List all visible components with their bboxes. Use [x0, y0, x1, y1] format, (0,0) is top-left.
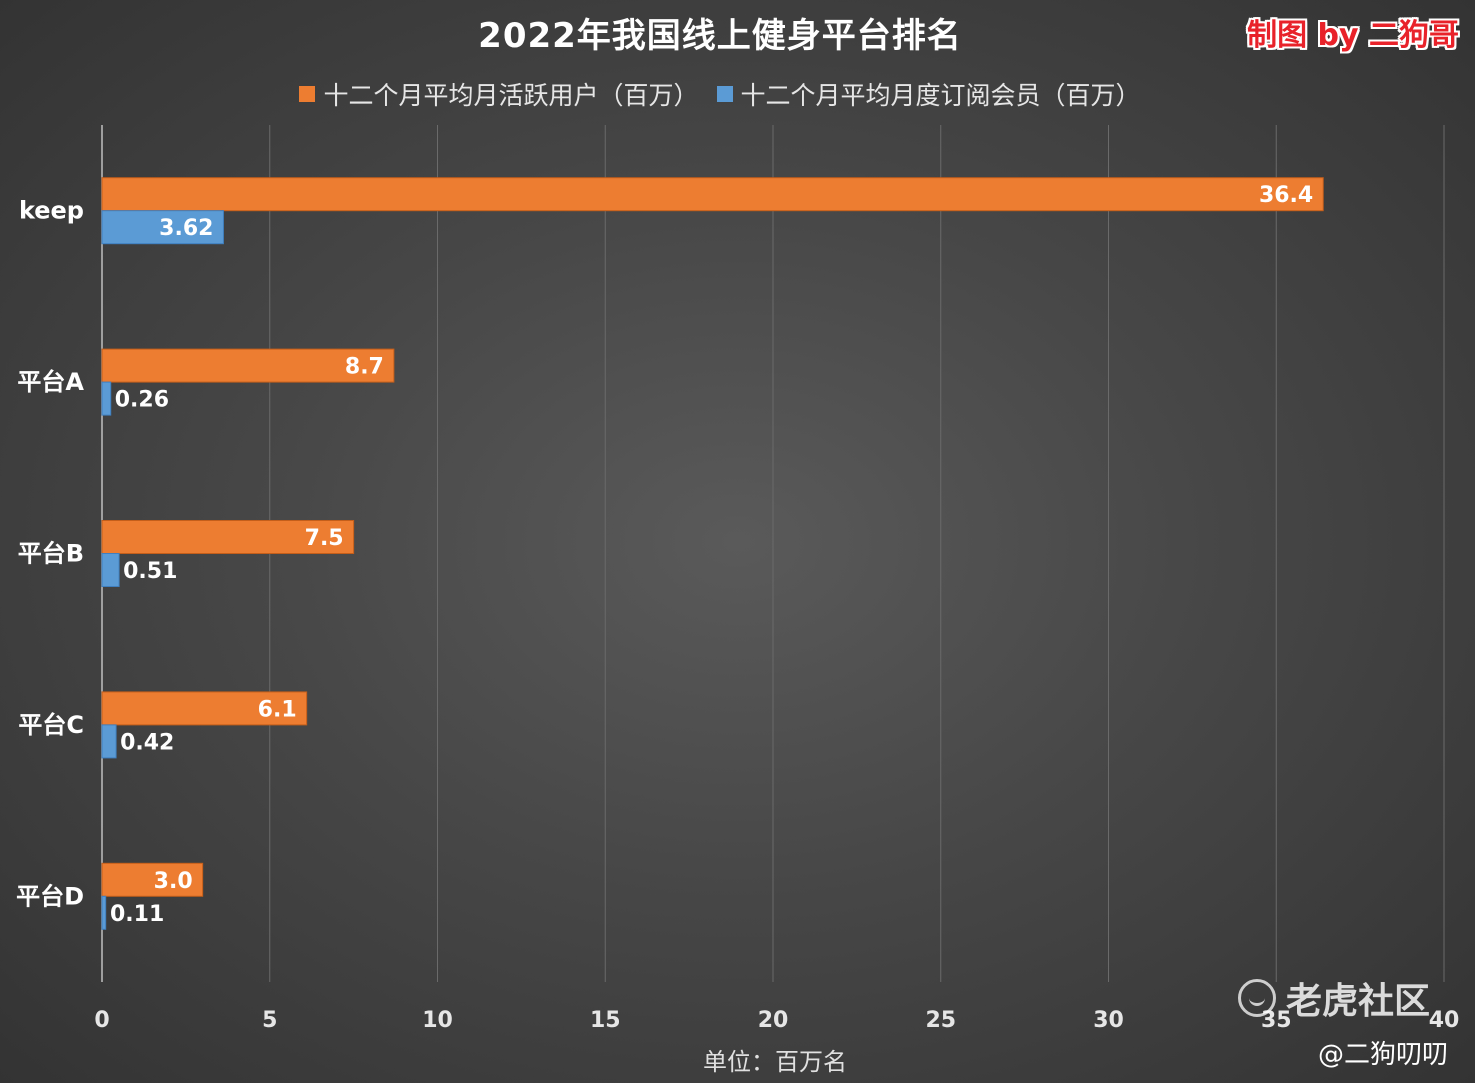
watermark-handle: @二狗叨叨	[1318, 1040, 1449, 1070]
data-label: 36.4	[1259, 183, 1313, 208]
watermark-brand: 老虎社区	[1286, 981, 1431, 1022]
bar-active-users	[101, 177, 1324, 212]
bar-subscribers	[101, 895, 107, 930]
data-label: 0.51	[123, 559, 177, 584]
bar-active-users	[101, 862, 204, 897]
x-tick-label: 5	[262, 1008, 277, 1033]
x-tick-label: 40	[1429, 1008, 1460, 1033]
bar-subscribers	[101, 381, 112, 416]
data-label: 0.42	[120, 730, 174, 755]
data-label: 3.62	[159, 216, 213, 241]
bar-active-users	[101, 691, 308, 726]
bar-active-users	[101, 520, 355, 554]
data-label: 8.7	[345, 355, 384, 380]
legend-swatch-blue	[716, 86, 733, 102]
legend-item-subscribers: 十二个月平均月度订阅会员（百万）	[716, 76, 1141, 112]
category-label: 平台A	[17, 368, 84, 396]
x-tick-label: 25	[925, 1008, 956, 1033]
legend: 十二个月平均月活跃用户（百万） 十二个月平均月度订阅会员（百万）	[0, 76, 1440, 112]
data-label: 0.26	[115, 388, 169, 413]
watermark: 老虎社区	[1238, 972, 1430, 1024]
data-label: 7.5	[305, 526, 344, 551]
legend-swatch-orange	[299, 86, 316, 102]
category-label: keep	[19, 197, 84, 225]
x-tick-label: 15	[590, 1008, 621, 1033]
bar-subscribers	[101, 553, 120, 587]
legend-item-active-users: 十二个月平均月活跃用户（百万）	[299, 76, 699, 112]
data-label: 3.0	[154, 869, 193, 894]
tiger-community-logo-icon	[1238, 979, 1276, 1017]
bar-active-users	[101, 348, 395, 383]
category-label: 平台D	[16, 882, 84, 910]
x-tick-label: 30	[1093, 1008, 1124, 1033]
legend-label-subscribers: 十二个月平均月度订阅会员（百万）	[740, 81, 1141, 110]
bar-subscribers	[101, 724, 117, 759]
x-tick-label: 10	[422, 1008, 453, 1033]
legend-label-active-users: 十二个月平均月活跃用户（百万）	[323, 81, 699, 110]
data-label: 0.11	[110, 902, 164, 927]
bar-subscribers	[101, 210, 224, 245]
data-label: 6.1	[258, 697, 297, 722]
x-tick-label: 0	[94, 1008, 109, 1033]
x-tick-label: 20	[758, 1008, 789, 1033]
credit-text: 制图 by 二狗哥	[1247, 18, 1459, 53]
category-label: 平台B	[18, 540, 84, 568]
category-label: 平台C	[18, 711, 84, 739]
x-axis-label: 单位：百万名	[703, 1048, 847, 1076]
chart-title: 2022年我国线上健身平台排名	[478, 16, 962, 56]
